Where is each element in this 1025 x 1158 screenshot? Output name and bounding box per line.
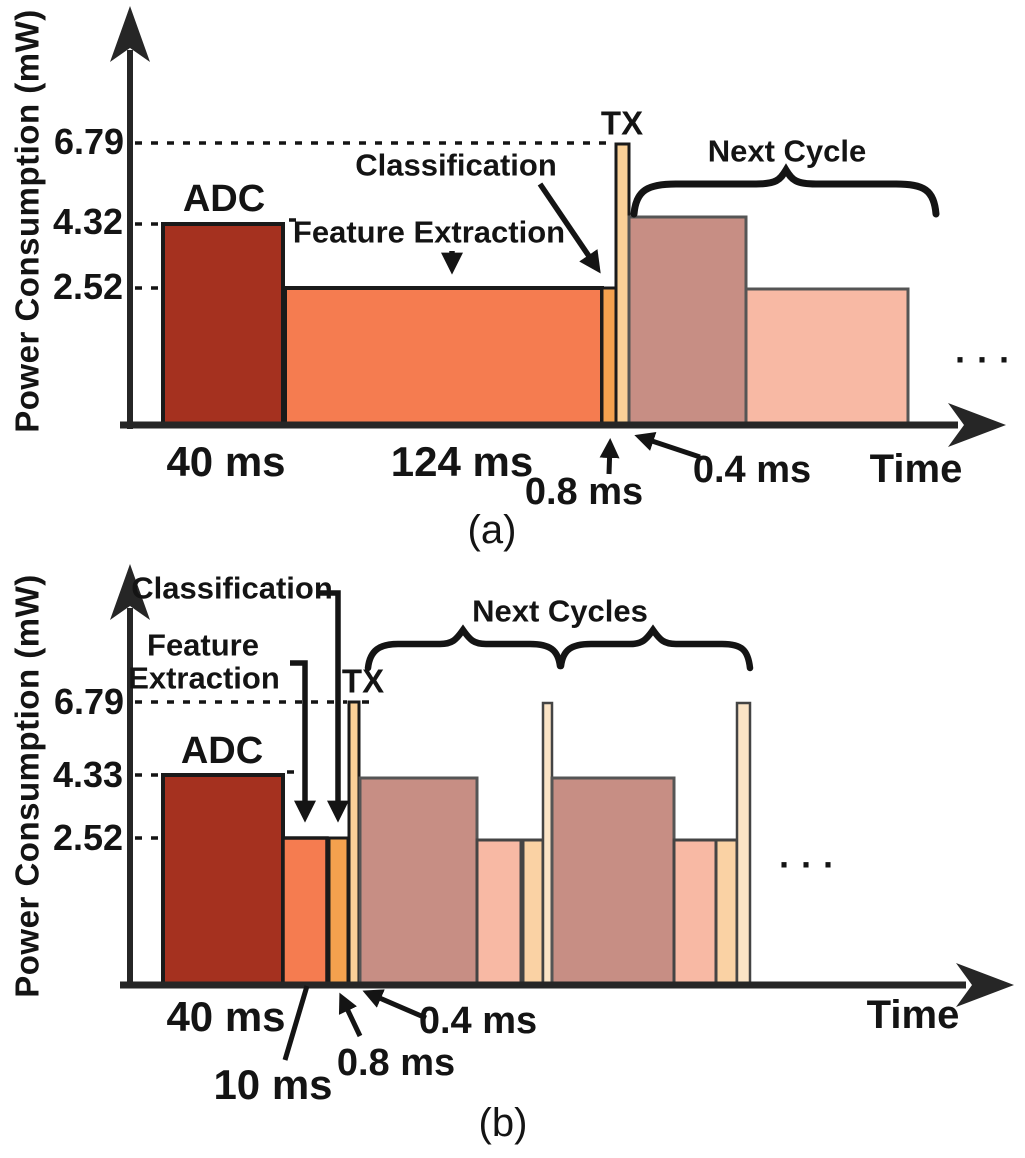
tx-duration-a: 0.4 ms	[692, 449, 812, 491]
feature-extraction-bar-a	[283, 286, 604, 428]
feature-extraction-label-a: Feature Extraction	[292, 214, 566, 250]
next-cycle-brace-a	[630, 163, 940, 218]
panel-b-plot	[110, 564, 1014, 1061]
x-axis-label-b: Time	[866, 993, 960, 1037]
ellipsis-b: ···	[779, 844, 845, 885]
adc-duration-a: 40 ms	[166, 438, 286, 485]
classification-bar-b	[327, 836, 350, 987]
cycle2-adc-bar-b	[358, 776, 479, 987]
feature-extraction-bar-b	[281, 836, 329, 987]
tx-duration-b: 0.4 ms	[418, 1000, 538, 1042]
panel-a-plot	[110, 6, 1006, 475]
adc-duration-b: 40 ms	[166, 993, 286, 1040]
tx-bar-b	[347, 700, 361, 987]
duration-0_8-arrow-b	[338, 992, 363, 1038]
cycle3-tx-bar-b	[735, 701, 752, 987]
adc-bar-b	[161, 773, 285, 987]
feature-label-line1-b: Feature	[147, 627, 259, 663]
y-tick-6_79-b: 6.79	[53, 681, 125, 722]
classification-duration-a: 0.8 ms	[524, 471, 644, 513]
next-cycles-brace-2-b	[557, 624, 754, 672]
cycle3-classification-bar-b	[714, 838, 739, 987]
y-tick-4_32-a: 4.32	[52, 201, 124, 242]
x-axis-label-a: Time	[869, 447, 963, 491]
feature-label-line2-b: Extraction	[128, 660, 280, 696]
classification-arrow-a	[537, 182, 601, 274]
y-axis-label-a: Power Consumption (mW)	[8, 9, 46, 433]
duration-0_4-arrow-a	[634, 431, 701, 460]
adc-label-a: ADC	[182, 178, 266, 220]
tx-label-a: TX	[600, 104, 644, 142]
dashed-line-4_33-b	[135, 770, 299, 777]
duration-0_8-arrow-a	[599, 438, 620, 475]
x-axis-arrowhead-a	[948, 403, 1006, 447]
duration-0_4-arrow-b	[362, 989, 427, 1021]
ellipsis-a: ···	[955, 339, 1021, 380]
panel-label-a: (a)	[467, 508, 517, 552]
feature-extraction-duration-b: 10 ms	[213, 1061, 333, 1108]
y-tick-4_33-b: 4.33	[52, 754, 124, 795]
next-cycles-label-b: Next Cycles	[472, 593, 648, 629]
classification-elbow-arrow-b	[320, 590, 349, 823]
classification-label-b: Classification	[131, 570, 333, 606]
y-tick-6_79-a: 6.79	[53, 121, 125, 162]
tx-label-b: TX	[341, 662, 385, 700]
classification-label-a: Classification	[355, 147, 557, 183]
tx-bar-a	[614, 142, 631, 428]
x-axis-arrowhead-b	[956, 963, 1014, 1007]
cycle3-adc-bar-b	[550, 776, 676, 987]
y-axis-arrowhead-b	[110, 564, 150, 620]
feature-extraction-elbow-arrow-b	[290, 660, 316, 823]
y-tick-2_52-b: 2.52	[52, 817, 124, 858]
classification-duration-b: 0.8 ms	[336, 1042, 456, 1084]
cycle3-fe-bar-b	[672, 838, 718, 987]
next-cycle-fe-bar-a	[744, 287, 910, 428]
adc-label-b: ADC	[180, 730, 264, 772]
cycle2-classification-bar-b	[521, 838, 545, 987]
duration-10-leader-line-b	[282, 985, 310, 1061]
y-tick-2_52-a: 2.52	[52, 266, 124, 307]
y-axis-arrowhead-a	[110, 6, 150, 62]
next-cycle-adc-bar-a	[627, 215, 748, 428]
next-cycles-brace-1-b	[364, 624, 564, 672]
panel-label-b: (b)	[478, 1101, 528, 1145]
dashed-line-4_32-a	[135, 218, 302, 226]
next-cycle-label-a: Next Cycle	[707, 133, 867, 169]
feature-extraction-duration-a: 124 ms	[390, 438, 534, 485]
cycle2-fe-bar-b	[475, 838, 523, 987]
y-axis-label-b: Power Consumption (mW)	[8, 574, 46, 998]
adc-bar-a	[161, 222, 285, 428]
